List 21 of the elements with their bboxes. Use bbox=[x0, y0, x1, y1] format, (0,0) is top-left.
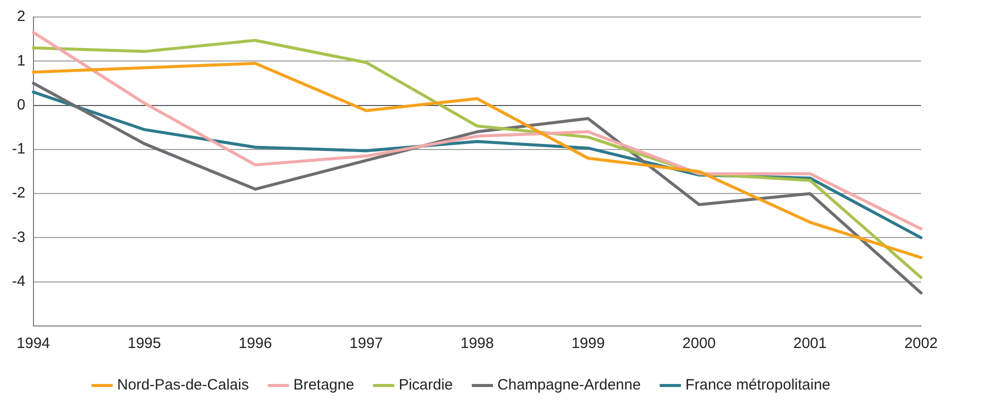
legend-label: Bretagne bbox=[293, 376, 354, 394]
x-tick-label: 1998 bbox=[460, 335, 494, 352]
x-tick-label: 1996 bbox=[238, 335, 272, 352]
x-tick-label: 1994 bbox=[16, 335, 50, 352]
x-tick-label: 1997 bbox=[350, 335, 383, 352]
x-tick-label: 1995 bbox=[128, 335, 161, 352]
y-tick-label: 2 bbox=[16, 8, 26, 26]
x-tick-label: 1999 bbox=[571, 335, 605, 352]
legend-label: Nord-Pas-de-Calais bbox=[117, 376, 249, 394]
y-tick-label: -1 bbox=[12, 140, 26, 158]
y-tick-label: -4 bbox=[12, 273, 26, 290]
y-tick-label: 0 bbox=[16, 96, 26, 114]
x-tick-label: 2000 bbox=[682, 335, 716, 352]
legend-label: Picardie bbox=[398, 376, 453, 394]
legend-label: Champagne-Ardenne bbox=[497, 376, 641, 394]
legend-label: France métropolitaine bbox=[685, 376, 830, 394]
y-tick-label: 1 bbox=[16, 52, 26, 70]
y-tick-label: -3 bbox=[12, 228, 26, 246]
x-tick-label: 2002 bbox=[904, 335, 938, 352]
y-tick-label: -2 bbox=[12, 184, 26, 202]
x-tick-label: 2001 bbox=[793, 335, 827, 352]
